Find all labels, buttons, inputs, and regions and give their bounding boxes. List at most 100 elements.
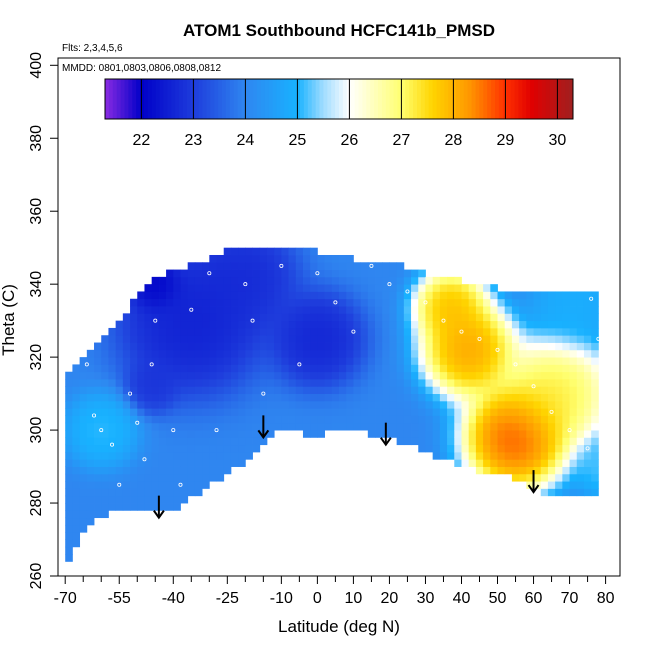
heat-cell [576, 393, 585, 402]
heat-cell [151, 284, 160, 292]
heat-cell [389, 400, 398, 409]
heat-cell [483, 451, 491, 460]
heat-cell [547, 342, 556, 351]
heat-cell [238, 430, 246, 438]
heat-cell [252, 349, 261, 358]
heat-cell [475, 342, 484, 351]
heat-cell [202, 386, 210, 395]
heat-cell [187, 291, 196, 300]
heat-cell [432, 386, 441, 395]
heat-cell [569, 306, 578, 314]
heat-cell [425, 422, 434, 431]
heat-cell [483, 284, 491, 292]
heat-cell [209, 313, 217, 322]
heat-cell [375, 386, 383, 395]
heat-cell [375, 349, 383, 358]
heat-cell [245, 342, 253, 351]
heat-cell [86, 393, 95, 402]
heat-cell [122, 364, 131, 373]
heat-cell [439, 342, 448, 351]
heat-cell [281, 408, 289, 416]
heat-cell [252, 284, 261, 292]
heat-cell [418, 379, 426, 387]
heat-cell [238, 335, 246, 343]
heat-cell [122, 371, 131, 380]
heat-cell [461, 379, 470, 387]
heat-cell [583, 306, 592, 314]
heat-cell [375, 400, 383, 409]
heat-cell [274, 291, 282, 300]
heat-cell [223, 284, 232, 292]
heat-cell [454, 430, 462, 438]
heat-cell [194, 415, 203, 424]
heat-cell [382, 408, 390, 416]
heat-cell [591, 444, 599, 453]
heat-cell [187, 320, 196, 329]
heat-cell [497, 313, 506, 322]
heat-cell [324, 327, 333, 336]
heat-cell [187, 451, 196, 460]
heat-cell [519, 371, 527, 380]
heat-cell [526, 327, 534, 336]
heat-cell [562, 393, 570, 402]
heat-cell [432, 430, 441, 438]
heat-cell [252, 393, 261, 402]
colorbar-tick-label: 26 [341, 132, 359, 149]
heat-cell [490, 386, 498, 395]
colorbar-segment [253, 79, 258, 119]
heat-cell [519, 408, 527, 416]
heat-cell [158, 466, 167, 475]
y-tick-label: 320 [28, 344, 45, 371]
heat-cell [216, 342, 225, 351]
heat-cell [324, 313, 333, 322]
heat-cell [475, 400, 484, 409]
heat-cell [490, 284, 498, 292]
heat-cell [533, 466, 542, 475]
sample-point [589, 296, 594, 301]
heat-cell [130, 313, 138, 322]
heat-cell [130, 393, 138, 402]
heat-cell [202, 371, 210, 380]
heat-cell [555, 422, 563, 431]
heat-cell [454, 386, 462, 395]
heat-cell [79, 415, 88, 424]
heat-cell [144, 473, 153, 482]
heat-cell [591, 430, 599, 438]
heat-cell [151, 408, 160, 416]
heat-cell [569, 364, 578, 373]
heat-cell [180, 422, 189, 431]
heat-cell [360, 342, 369, 351]
heat-cell [353, 291, 362, 300]
heat-cell [576, 386, 585, 395]
heat-cell [317, 284, 325, 292]
heat-cell [180, 342, 189, 351]
colorbar-segment [120, 79, 125, 119]
heat-cell [295, 393, 304, 402]
heat-cell [166, 276, 174, 285]
heat-cell [382, 349, 390, 358]
heat-cell [360, 393, 369, 402]
heat-cell [79, 386, 88, 395]
sample-point [117, 482, 122, 487]
heat-cell [216, 379, 225, 387]
heat-cell [158, 364, 167, 373]
heat-cell [65, 386, 73, 395]
heat-cell [173, 466, 181, 475]
heat-cell [130, 415, 138, 424]
heat-cell [555, 473, 563, 482]
heat-cell [86, 357, 95, 365]
heat-cell [389, 313, 398, 322]
heat-cell [122, 459, 131, 467]
heat-cell [360, 379, 369, 387]
colorbar-segment [358, 79, 363, 119]
heat-cell [65, 510, 73, 519]
colorbar-tick-label: 29 [497, 132, 515, 149]
heat-cell [432, 408, 441, 416]
heat-cell [497, 335, 506, 343]
heat-cell [317, 342, 325, 351]
heat-cell [382, 371, 390, 380]
heat-cell [526, 291, 534, 300]
heat-cell [245, 247, 253, 256]
sample-point [189, 307, 194, 312]
heat-cell [130, 349, 138, 358]
